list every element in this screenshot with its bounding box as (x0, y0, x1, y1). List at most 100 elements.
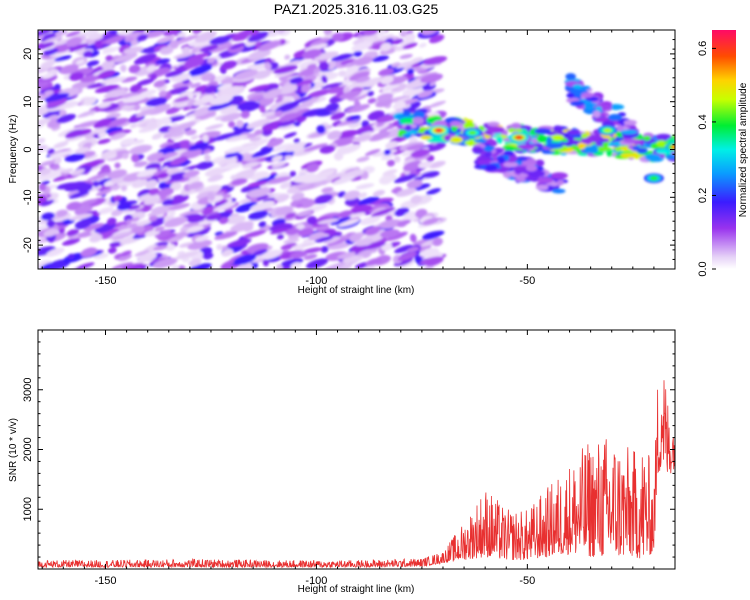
noise-blob (420, 73, 443, 84)
noise-blob (358, 77, 383, 88)
noise-blob (407, 247, 419, 253)
noise-blob (372, 34, 394, 43)
trace-blob (402, 130, 419, 135)
noise-blob (327, 130, 342, 140)
snr-panel: -150 -100 -50 1000 2000 3000 Height of straig… (8, 329, 676, 595)
noise-blob (98, 207, 114, 215)
noise-blob (230, 221, 254, 233)
noise-blob (271, 161, 287, 168)
noise-blob (423, 142, 447, 152)
trace-blob (526, 158, 537, 164)
noise-blob (146, 152, 164, 162)
trace-blob (517, 144, 535, 150)
noise-blob (75, 262, 95, 269)
noise-blob (362, 30, 379, 36)
noise-blob (372, 190, 386, 197)
noise-blob (280, 104, 303, 116)
noise-blob (103, 89, 127, 98)
noise-blob (95, 188, 113, 196)
trace-blob (577, 142, 587, 148)
figure-title: PAZ1.2025.316.11.03.G25 (274, 1, 439, 17)
noise-blob (212, 132, 237, 141)
noise-blob (38, 118, 51, 126)
noise-blob (284, 212, 296, 219)
hot-spot (468, 130, 477, 135)
noise-blob (386, 75, 408, 85)
noise-blob (209, 36, 232, 45)
noise-blob (135, 108, 157, 118)
noise-blob (38, 183, 47, 192)
noise-blob (290, 262, 302, 269)
noise-blob (123, 46, 144, 54)
noise-blob (146, 65, 157, 72)
trace-blob (551, 134, 565, 141)
noise-blob (150, 73, 158, 80)
noise-blob (339, 91, 361, 100)
noise-blob (158, 126, 173, 133)
noise-blob (386, 231, 408, 241)
noise-blob (204, 85, 218, 94)
noise-blob (171, 264, 180, 269)
noise-blob (306, 163, 320, 173)
hot-spot (649, 176, 658, 181)
noise-blob (271, 143, 294, 153)
trace-blob (623, 119, 637, 126)
trace-blob (503, 172, 512, 179)
noise-blob (378, 219, 402, 229)
trace-blob (443, 134, 451, 142)
noise-blob (330, 216, 351, 226)
noise-blob (205, 213, 222, 221)
noise-blob (148, 215, 158, 222)
noise-blob (258, 40, 282, 51)
noise-blob (318, 61, 330, 71)
noise-blob (275, 101, 300, 113)
noise-blob (355, 183, 375, 190)
noise-blob (277, 120, 296, 128)
trace-blob (583, 146, 599, 154)
noise-blob (385, 141, 398, 150)
noise-blob (289, 170, 297, 177)
noise-blob (314, 194, 333, 204)
x-tick-label: -50 (519, 275, 535, 287)
noise-blob (156, 35, 175, 44)
noise-blob (187, 91, 194, 100)
y-tick-label: -20 (22, 237, 34, 253)
noise-blob (101, 60, 115, 70)
noise-blob (249, 136, 262, 142)
noise-blob (41, 212, 55, 221)
trace-blob (397, 129, 407, 135)
noise-blob (269, 228, 289, 235)
noise-blob (222, 61, 231, 67)
noise-blob (367, 98, 377, 104)
noise-blob (289, 251, 308, 259)
noise-blob (194, 235, 209, 242)
noise-blob (204, 167, 227, 177)
noise-blob (92, 128, 104, 134)
noise-blob (64, 181, 87, 192)
noise-blob (246, 187, 271, 198)
noise-blob (100, 76, 127, 85)
noise-blob (378, 68, 394, 76)
noise-blob (338, 70, 347, 77)
noise-blob (49, 93, 60, 100)
noise-blob (199, 44, 219, 52)
noise-blob (426, 188, 441, 195)
noise-blob (59, 64, 79, 75)
noise-blob (164, 69, 184, 78)
noise-blob (97, 69, 116, 79)
noise-blob (380, 75, 394, 85)
noise-blob (43, 228, 59, 237)
noise-blob (428, 100, 446, 108)
trace-blob (557, 179, 564, 186)
noise-blob (200, 94, 215, 102)
noise-blob (173, 52, 194, 59)
noise-blob (326, 238, 348, 247)
noise-blob (112, 195, 123, 202)
trace-blob (655, 133, 672, 141)
noise-blob (422, 217, 440, 226)
noise-blob (64, 153, 86, 162)
x-tick-label: -100 (305, 575, 327, 587)
noise-blob (131, 153, 140, 163)
noise-blob (121, 76, 138, 83)
noise-blob (41, 72, 55, 79)
